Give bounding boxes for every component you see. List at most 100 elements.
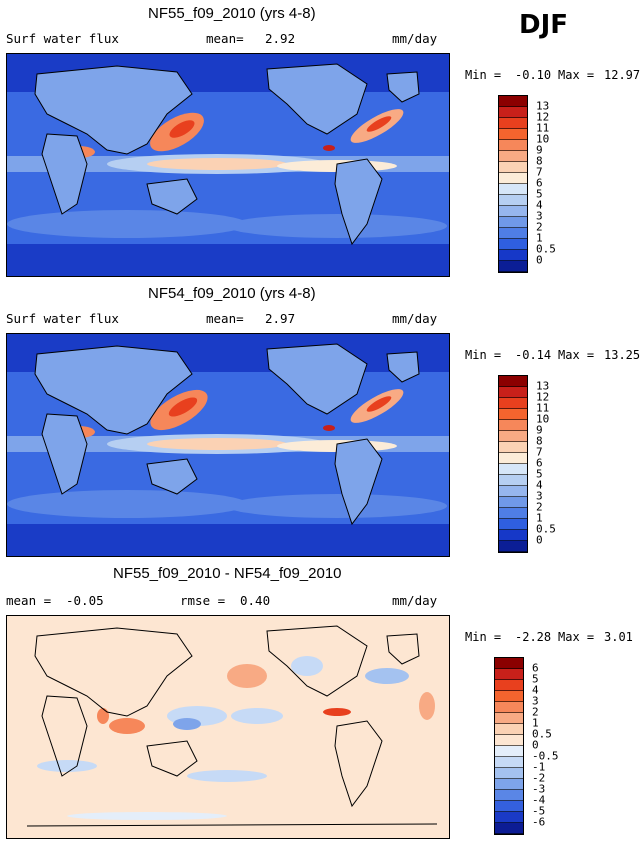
colorbar-tick-label: 1 (532, 716, 539, 730)
colorbar-swatch (495, 735, 523, 746)
panel-2-colorbar-labels: 13 12 11 10 9 8 7 6 5 4 3 2 1 0.5 0 (534, 375, 574, 551)
colorbar-tick-label: 2 (536, 220, 543, 234)
colorbar-swatch (499, 519, 527, 530)
panel-2-variable: Surf water flux (6, 311, 119, 326)
colorbar-swatch (499, 475, 527, 486)
colorbar-swatch (495, 702, 523, 713)
panel-3-colorbar-labels: 6 5 4 3 2 1 0.5 0 -0.5 -1 -2 -3 -4 -5 -6 (530, 657, 570, 833)
panel-2-min-label: Min = (465, 348, 502, 362)
colorbar-swatch (499, 409, 527, 420)
colorbar-swatch (499, 541, 527, 552)
panel-1-max-label: Max = (558, 68, 595, 82)
colorbar-tick-label: 9 (536, 143, 543, 157)
colorbar-swatch (495, 746, 523, 757)
colorbar-tick-label: 4 (532, 683, 539, 697)
panel-3-colorbar (494, 657, 524, 835)
colorbar-tick-label: 0.5 (532, 727, 552, 741)
colorbar-tick-label: -4 (532, 793, 546, 807)
colorbar-tick-label: 0.5 (536, 522, 556, 536)
colorbar-swatch (499, 184, 527, 195)
colorbar-tick-label: 6 (532, 661, 539, 675)
colorbar-tick-label: -5 (532, 804, 546, 818)
colorbar-tick-label: 13 (536, 99, 550, 113)
colorbar-swatch (499, 376, 527, 387)
colorbar-tick-label: 5 (536, 467, 543, 481)
season-label: DJF (519, 10, 569, 40)
colorbar-swatch (499, 464, 527, 475)
panel-1-map (6, 53, 450, 277)
colorbar-swatch (495, 801, 523, 812)
colorbar-tick-label: 2 (532, 705, 539, 719)
colorbar-swatch (495, 680, 523, 691)
colorbar-swatch (499, 206, 527, 217)
colorbar-swatch (499, 486, 527, 497)
colorbar-tick-label: 10 (536, 132, 550, 146)
colorbar-swatch (499, 497, 527, 508)
panel-1-variable: Surf water flux (6, 31, 119, 46)
colorbar-tick-label: 10 (536, 412, 550, 426)
colorbar-tick-label: -2 (532, 771, 546, 785)
panel-2-mean-label: mean= (206, 311, 244, 326)
colorbar-swatch (499, 195, 527, 206)
panel-3-rmse-value: 0.40 (240, 593, 271, 608)
colorbar-swatch (499, 96, 527, 107)
panel-2-min-value: -0.14 (515, 348, 552, 362)
colorbar-swatch (499, 151, 527, 162)
panel-3-units: mm/day (392, 593, 438, 608)
panel-1-mean-value: 2.92 (265, 31, 296, 46)
colorbar-swatch (499, 431, 527, 442)
colorbar-tick-label: -0.5 (532, 749, 559, 763)
colorbar-swatch (499, 387, 527, 398)
panel-1-units: mm/day (392, 31, 438, 46)
colorbar-swatch (499, 453, 527, 464)
colorbar-swatch (499, 140, 527, 151)
panel-2-map-svg (7, 334, 449, 556)
colorbar-tick-label: 12 (536, 110, 550, 124)
colorbar-tick-label: 2 (536, 500, 543, 514)
colorbar-tick-label: 4 (536, 478, 543, 492)
colorbar-swatch (499, 217, 527, 228)
colorbar-swatch (495, 669, 523, 680)
colorbar-swatch (499, 129, 527, 140)
colorbar-swatch (499, 442, 527, 453)
panel-1-colorbar (498, 95, 528, 273)
panel-3-min-value: -2.28 (515, 630, 552, 644)
colorbar-tick-label: -6 (532, 815, 546, 829)
panel-3-mean-label: mean = (6, 593, 52, 608)
colorbar-swatch (499, 228, 527, 239)
colorbar-tick-label: 12 (536, 390, 550, 404)
panel-1-min-label: Min = (465, 68, 502, 82)
colorbar-tick-label: 0.5 (536, 242, 556, 256)
colorbar-swatch (495, 823, 523, 834)
colorbar-swatch (495, 812, 523, 823)
colorbar-tick-label: 3 (536, 489, 543, 503)
colorbar-tick-label: 8 (536, 154, 543, 168)
panel-1-title: NF55_f09_2010 (yrs 4-8) (148, 5, 316, 22)
colorbar-tick-label: 8 (536, 434, 543, 448)
colorbar-swatch (495, 724, 523, 735)
colorbar-swatch (499, 118, 527, 129)
colorbar-tick-label: 3 (536, 209, 543, 223)
colorbar-swatch (499, 261, 527, 272)
panel-3-rmse-label: rmse = (180, 593, 226, 608)
colorbar-swatch (499, 107, 527, 118)
colorbar-swatch (495, 779, 523, 790)
colorbar-swatch (495, 691, 523, 702)
panel-2-map (6, 333, 450, 557)
colorbar-swatch (495, 713, 523, 724)
panel-2-units: mm/day (392, 311, 438, 326)
colorbar-tick-label: 3 (532, 694, 539, 708)
colorbar-swatch (499, 530, 527, 541)
colorbar-tick-label: 1 (536, 231, 543, 245)
colorbar-tick-label: 0 (536, 253, 543, 267)
colorbar-swatch (499, 239, 527, 250)
colorbar-swatch (499, 173, 527, 184)
panel-3-min-label: Min = (465, 630, 502, 644)
colorbar-swatch (495, 658, 523, 669)
colorbar-swatch (499, 398, 527, 409)
colorbar-tick-label: 5 (536, 187, 543, 201)
panel-2-max-label: Max = (558, 348, 595, 362)
colorbar-swatch (495, 790, 523, 801)
panel-1-mean-label: mean= (206, 31, 244, 46)
colorbar-tick-label: 0 (532, 738, 539, 752)
